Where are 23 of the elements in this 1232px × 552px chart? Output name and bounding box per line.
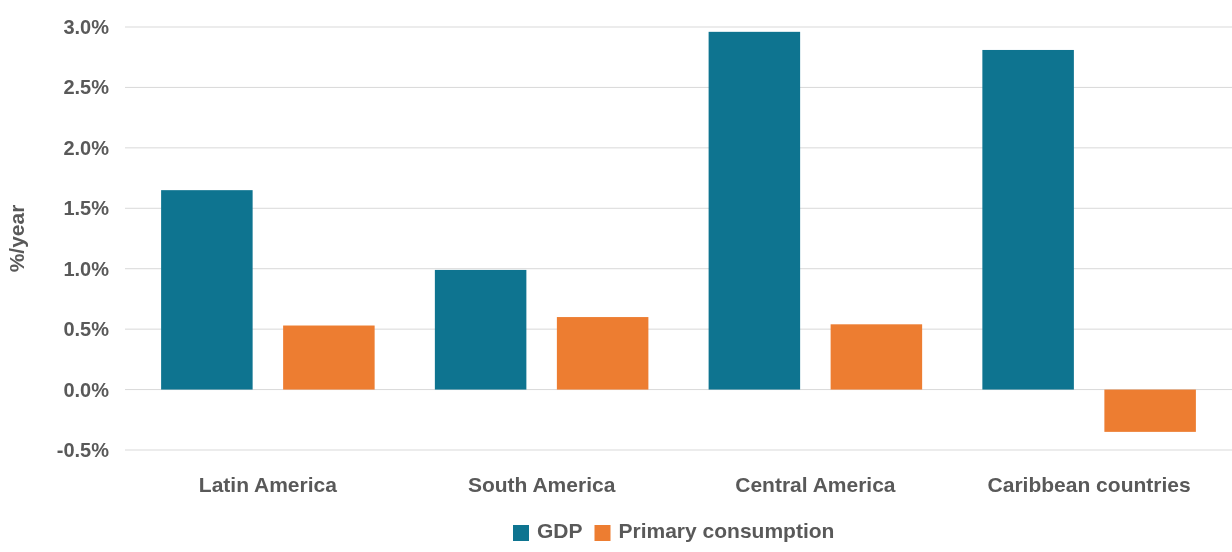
y-tick-label: -0.5% bbox=[56, 439, 110, 461]
bar bbox=[1104, 389, 1196, 432]
bar bbox=[283, 325, 375, 390]
bar bbox=[434, 269, 527, 390]
y-tick-label: 0.5% bbox=[63, 318, 110, 341]
y-tick-label: 1.5% bbox=[63, 197, 110, 220]
bar bbox=[982, 49, 1074, 390]
x-tick-label: Central America bbox=[735, 473, 896, 496]
y-tick-label: 0.0% bbox=[63, 378, 110, 401]
bar bbox=[161, 190, 253, 390]
y-axis-title: %/year bbox=[5, 204, 28, 273]
y-tick-label: 2.5% bbox=[63, 76, 110, 99]
y-tick-label: 1.0% bbox=[63, 257, 110, 280]
bar bbox=[556, 317, 649, 390]
legend-label: Primary consumption bbox=[618, 519, 835, 542]
y-tick-label: 3.0% bbox=[63, 16, 110, 38]
bar bbox=[830, 324, 923, 390]
bar bbox=[708, 31, 801, 390]
x-tick-label: South America bbox=[467, 473, 616, 496]
x-tick-label: Latin America bbox=[198, 473, 338, 496]
x-tick-label: Caribbean countries bbox=[987, 473, 1191, 496]
y-tick-label: 2.0% bbox=[63, 136, 110, 159]
legend-label: GDP bbox=[537, 519, 583, 542]
